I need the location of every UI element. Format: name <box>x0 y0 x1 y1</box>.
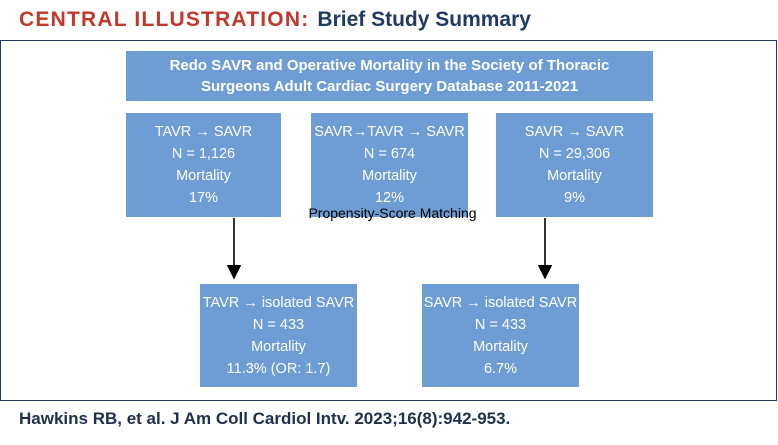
citation: Hawkins RB, et al. J Am Coll Cardiol Int… <box>19 409 511 428</box>
matched-group: TAVR → isolated SAVR <box>202 294 355 311</box>
cohort-box-tavr-savr: TAVR → SAVR N = 1,126 Mortality 17% <box>126 113 281 217</box>
matched-metric: Mortality <box>251 338 306 355</box>
illustration-header: CENTRAL ILLUSTRATION: Brief Study Summar… <box>0 0 778 40</box>
cohort-n: N = 1,126 <box>171 146 236 162</box>
cohort-box-savr-tavr-savr: SAVR→TAVR → SAVR N = 674 Mortality 12% <box>311 113 468 217</box>
matched-box-tavr-isolated-savr: TAVR → isolated SAVR N = 433 Mortality 1… <box>200 284 357 387</box>
cohort-metric: Mortality <box>176 168 231 184</box>
matched-metric: Mortality <box>473 338 528 355</box>
matched-box-savr-isolated-savr: SAVR → isolated SAVR N = 433 Mortality 6… <box>422 284 579 387</box>
matched-group: SAVR → isolated SAVR <box>423 294 578 311</box>
study-title-line-1: Redo SAVR and Operative Mortality in the… <box>169 57 610 74</box>
cohort-value: 17% <box>188 190 219 206</box>
matched-n: N = 433 <box>474 316 527 333</box>
cohort-value: 9% <box>564 190 585 206</box>
matched-value: 11.3% (OR: 1.7) <box>226 360 331 377</box>
cohort-group: SAVR→TAVR → SAVR <box>314 124 465 140</box>
header-label: CENTRAL ILLUSTRATION: <box>19 8 310 31</box>
study-title-box: Redo SAVR and Operative Mortality in the… <box>126 51 653 101</box>
header-subtitle: Brief Study Summary <box>317 8 531 31</box>
cohort-metric: Mortality <box>362 168 417 184</box>
cohort-group: TAVR → SAVR <box>154 124 253 140</box>
study-title-line-2: Surgeons Adult Cardiac Surgery Database … <box>200 78 579 95</box>
cohort-value: 12% <box>374 190 405 206</box>
matched-n: N = 433 <box>252 316 305 333</box>
cohort-group: SAVR → SAVR <box>524 124 625 140</box>
cohort-metric: Mortality <box>547 168 602 184</box>
cohort-n: N = 674 <box>363 146 416 162</box>
method-label: Propensity-Score Matching <box>308 205 477 221</box>
cohort-box-savr-savr: SAVR → SAVR N = 29,306 Mortality 9% <box>496 113 653 217</box>
cohort-n: N = 29,306 <box>538 146 611 162</box>
matched-value: 6.7% <box>483 360 518 377</box>
